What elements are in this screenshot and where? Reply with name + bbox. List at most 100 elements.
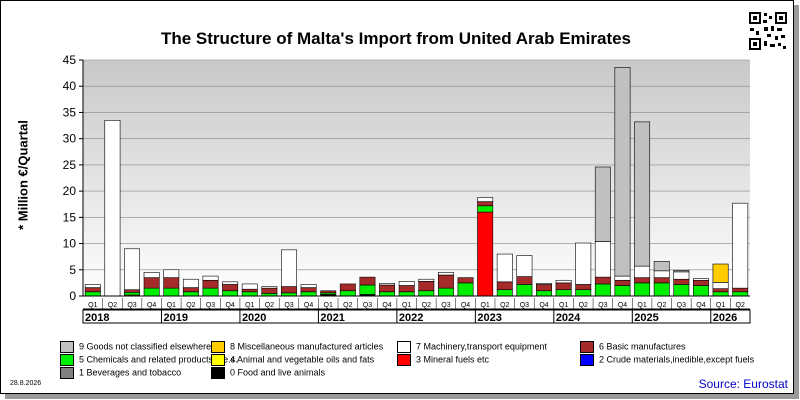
x-tick-label: Q2 <box>579 302 588 309</box>
x-tick-label: Q3 <box>677 302 686 309</box>
bar-segment <box>398 285 415 293</box>
bar-segment <box>202 279 219 289</box>
legend-item: 9 Goods not classified elsewhere <box>60 341 211 353</box>
x-tick-label: Q3 <box>598 302 607 309</box>
bar-segment <box>418 278 435 282</box>
y-tick-label: 45 <box>63 53 77 67</box>
bar-segment <box>732 202 749 289</box>
bar-segment <box>84 291 101 297</box>
qr-code-icon <box>748 11 788 51</box>
x-tick-label: Q1 <box>559 302 568 309</box>
bar-segment <box>398 281 415 286</box>
bar-segment <box>634 265 651 278</box>
chart-title: The Structure of Malta's Import from Uni… <box>160 29 632 48</box>
bar-segment <box>634 282 651 297</box>
y-tick-label: 30 <box>63 132 77 146</box>
bar-segment <box>653 277 670 284</box>
bar-segment <box>163 287 180 297</box>
source-credit: Source: Eurostat <box>698 377 788 391</box>
x-tick-label: Q4 <box>461 302 470 309</box>
legend-item: 3 Mineral fuels etc <box>397 354 489 366</box>
bar-segment <box>124 289 140 293</box>
x-tick-label: Q1 <box>480 302 489 309</box>
legend-swatch <box>60 341 74 353</box>
legend-swatch <box>60 367 74 379</box>
bar-segment <box>261 287 278 294</box>
y-tick-label: 5 <box>69 263 76 277</box>
bar-segment <box>418 281 435 292</box>
y-tick-label: 40 <box>63 79 77 93</box>
y-tick-label: 20 <box>63 184 77 198</box>
x-tick-label: Q4 <box>304 302 313 309</box>
year-label: 2021 <box>320 312 344 324</box>
bar-segment <box>437 287 454 297</box>
year-label: 2023 <box>477 312 501 324</box>
bar-segment <box>241 283 258 290</box>
bar-segment <box>457 277 474 284</box>
bar-segment <box>614 285 631 297</box>
bar-segment <box>300 287 317 293</box>
bar-segment <box>536 283 552 285</box>
bar-segment <box>202 287 219 297</box>
bar-segment <box>712 288 729 293</box>
bar-segment <box>496 281 513 291</box>
bar-segment <box>437 274 454 289</box>
bar-segment <box>241 291 258 297</box>
bar-segment <box>418 290 435 297</box>
bar-segment <box>496 253 513 283</box>
bar-segment <box>300 291 317 297</box>
bar-segment <box>614 279 631 286</box>
y-tick-label: 15 <box>63 210 77 224</box>
bar-segment <box>300 284 317 288</box>
x-tick-label: Q1 <box>88 302 97 309</box>
legend-label: 8 Miscellaneous manufactured articles <box>230 341 384 352</box>
bar-segment <box>712 263 729 283</box>
legend-label: 0 Food and live animals <box>230 367 326 378</box>
bar-segment <box>673 278 690 285</box>
bar-segment <box>222 284 239 292</box>
bar-segment <box>575 242 592 285</box>
bar-segment <box>477 201 494 207</box>
x-tick-label: Q4 <box>382 302 391 309</box>
x-tick-label: Q1 <box>402 302 411 309</box>
legend-swatch <box>397 341 411 353</box>
x-tick-label: Q2 <box>343 302 352 309</box>
bar-segment <box>339 283 356 292</box>
legend-label: 6 Basic manufactures <box>599 341 686 352</box>
bar-segment <box>516 276 533 285</box>
bar-segment <box>182 287 199 293</box>
bar-segment <box>555 282 572 291</box>
legend-item: 2 Crude materials,inedible,except fuels <box>580 354 754 366</box>
bar-segment <box>594 283 611 297</box>
bar-segment <box>477 211 494 297</box>
bar-segment <box>653 270 670 278</box>
bar-segment <box>614 67 631 277</box>
bar-segment <box>712 291 729 297</box>
bar-segment <box>379 291 396 297</box>
legend-label: 4 Animal and vegetable oils and fats <box>230 354 375 365</box>
year-label: 2020 <box>242 312 266 324</box>
bar-segment <box>359 276 376 286</box>
x-tick-label: Q4 <box>147 302 156 309</box>
bar-segment <box>673 284 690 297</box>
bar-segment <box>124 248 140 291</box>
bar-segment <box>673 271 690 280</box>
y-tick-label: 0 <box>69 289 76 303</box>
legend-swatch <box>211 341 225 353</box>
bar-segment <box>84 284 101 288</box>
x-tick-label: Q2 <box>422 302 431 309</box>
bar-segment <box>222 290 239 297</box>
y-tick-label: 25 <box>63 158 77 172</box>
legend-item: 1 Beverages and tobacco <box>60 367 181 379</box>
legend-item: 4 Animal and vegetable oils and fats <box>211 354 374 366</box>
y-tick-label: 35 <box>63 105 77 119</box>
bar-segment <box>379 284 396 293</box>
legend-item: 6 Basic manufactures <box>580 341 686 353</box>
bar-segment <box>477 197 494 202</box>
bar-segment <box>555 279 572 284</box>
year-label: 2019 <box>163 312 187 324</box>
bar-segment <box>634 277 651 284</box>
bar-segment <box>594 166 611 242</box>
bar-segment <box>594 276 611 285</box>
